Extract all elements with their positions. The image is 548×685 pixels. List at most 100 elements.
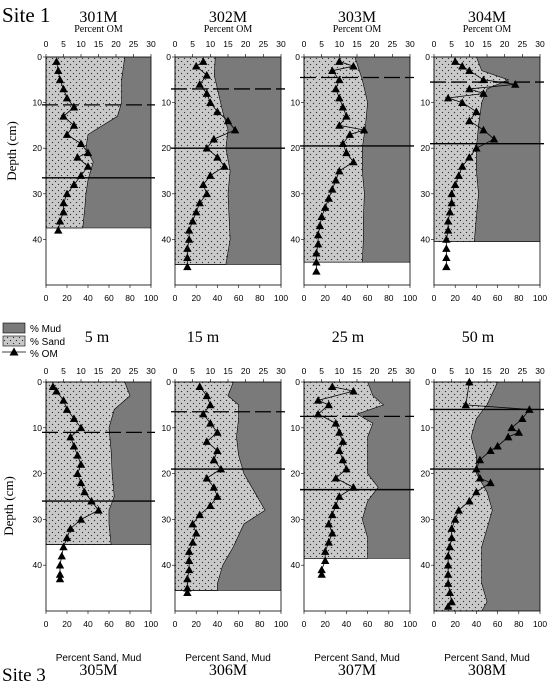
sand-mud-tick-label: 60: [493, 619, 503, 629]
om-marker: [458, 61, 467, 70]
om-tick-label: 15: [352, 366, 362, 376]
core-panel-301M: 0 10 20 30 40 0 5 10 15 20 25 30 0 20 40 60 80 100 301MPer…: [33, 9, 159, 303]
om-marker: [313, 230, 323, 239]
om-marker: [87, 496, 96, 505]
om-marker: [69, 121, 79, 129]
legend-mud-swatch: [2, 322, 26, 334]
sand-mud-tick-label: 100: [274, 293, 288, 303]
site-top-label: Site 1: [2, 3, 50, 27]
om-marker: [472, 464, 481, 473]
om-marker: [442, 244, 451, 252]
om-marker: [62, 405, 72, 413]
om-marker: [55, 75, 65, 84]
om-marker: [52, 386, 61, 395]
om-marker: [443, 551, 453, 560]
sand-mud-tick-label: 20: [320, 619, 330, 629]
om-tick-label: 20: [370, 39, 380, 49]
om-marker: [184, 235, 194, 243]
om-tick-label: 0: [302, 39, 307, 49]
om-marker: [493, 441, 502, 450]
om-marker: [525, 405, 534, 413]
om-tick-label: 15: [482, 366, 492, 376]
om-tick-label: 5: [61, 39, 66, 49]
om-marker: [447, 597, 456, 606]
om-tick-label: 20: [241, 366, 251, 376]
om-marker: [62, 93, 72, 102]
om-tick-label: 10: [76, 366, 86, 376]
om-marker: [83, 162, 93, 170]
om-tick-label: 0: [432, 39, 437, 49]
om-marker: [328, 185, 337, 193]
y-axis-label-top: Depth (cm): [4, 121, 19, 181]
om-marker: [209, 134, 219, 143]
om-marker: [331, 175, 340, 184]
sand-mud-tick-label: 20: [62, 293, 72, 303]
core-title-303M: 303M: [338, 9, 376, 26]
om-marker: [338, 437, 348, 445]
om-tick-label: 20: [241, 39, 251, 49]
om-tick-label: 25: [388, 39, 398, 49]
om-marker: [55, 216, 65, 225]
depth-tick-label: 0: [295, 52, 300, 62]
om-marker: [443, 570, 453, 578]
om-marker: [206, 171, 215, 179]
depth-tick-label: 40: [421, 560, 431, 570]
om-marker: [486, 446, 495, 455]
om-marker: [69, 102, 79, 111]
om-marker: [443, 602, 453, 610]
om-marker: [202, 71, 211, 79]
depth-tick-label: 10: [421, 423, 431, 433]
sand-mud-tick-label: 60: [234, 619, 244, 629]
om-marker: [188, 519, 197, 528]
om-marker: [335, 75, 344, 84]
om-marker: [313, 396, 323, 404]
core-panel-303M: 0 10 20 30 40 0 5 10 15 20 25 30 0 20 40 60 80 100 303MPer…: [291, 9, 418, 303]
depth-tick-label: 30: [162, 514, 172, 524]
core-panel-304M: 0 10 20 30 40 0 5 10 15 20 25 30 0 20 40 60 80 100 304MPer…: [421, 9, 548, 303]
om-marker: [324, 538, 333, 546]
om-marker: [472, 107, 481, 116]
om-marker: [220, 162, 229, 170]
om-marker: [188, 538, 197, 546]
om-marker: [324, 400, 333, 409]
om-marker: [447, 524, 456, 532]
om-marker: [59, 396, 68, 404]
om-marker: [184, 547, 194, 555]
om-marker: [206, 419, 215, 427]
depth-tick-label: 30: [291, 189, 301, 199]
depth-tick-label: 30: [421, 514, 431, 524]
om-marker: [66, 432, 75, 441]
depth-tick-label: 10: [291, 423, 301, 433]
om-marker: [183, 253, 192, 261]
depth-tick-label: 40: [291, 234, 301, 244]
om-marker: [479, 89, 488, 97]
core-title-305M: 305M: [79, 662, 117, 679]
sand-mud-tick-label: 40: [213, 619, 223, 629]
om-marker: [55, 561, 65, 569]
om-axis-label: Percent OM: [463, 24, 512, 35]
depth-tick-label: 10: [33, 423, 43, 433]
om-marker: [486, 478, 495, 487]
sand-mud-tick-label: 20: [191, 293, 201, 303]
om-marker: [195, 382, 204, 390]
om-marker: [465, 496, 474, 505]
om-marker: [335, 428, 344, 436]
core-title-302M: 302M: [209, 9, 247, 26]
om-marker: [511, 80, 520, 88]
om-marker: [184, 226, 194, 234]
sand-area: [174, 381, 266, 591]
om-marker: [209, 455, 219, 464]
om-tick-label: 5: [449, 39, 454, 49]
om-marker: [188, 216, 197, 225]
om-tick-label: 10: [206, 366, 216, 376]
om-marker: [54, 66, 63, 75]
om-tick-label: 10: [335, 366, 345, 376]
om-tick-label: 30: [276, 39, 286, 49]
depth-tick-label: 20: [421, 143, 431, 153]
om-marker: [324, 194, 333, 202]
om-tick-label: 10: [206, 39, 216, 49]
om-marker: [338, 139, 348, 147]
depth-tick-label: 40: [33, 560, 43, 570]
om-marker: [451, 57, 460, 65]
